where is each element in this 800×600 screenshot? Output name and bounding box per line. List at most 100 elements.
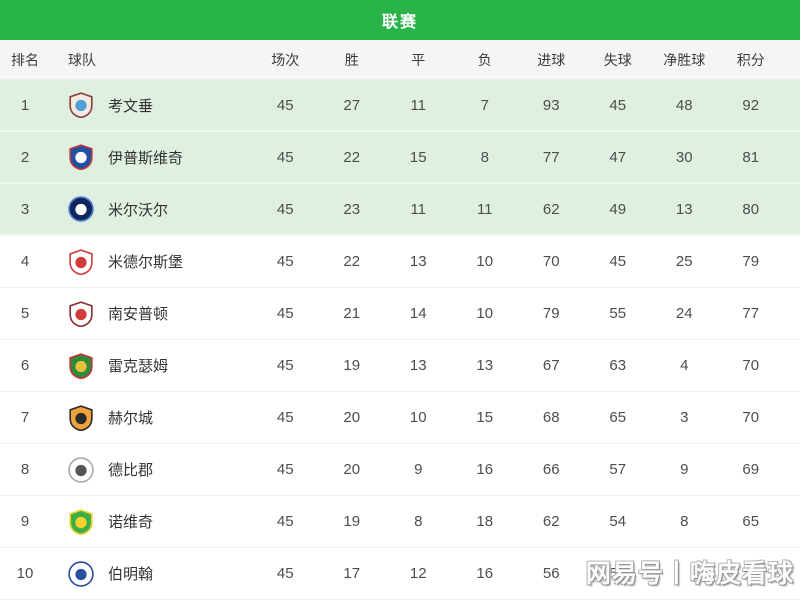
goals-for-cell: 70 [542,253,560,270]
team-cell[interactable]: 赫尔城 [50,404,252,431]
goals-against-cell: 47 [609,148,627,166]
wins-cell: 19 [343,357,361,374]
draws-cell: 13 [409,357,427,374]
table-row[interactable]: 10 伯明翰 45 17 12 16 56 55 [0,548,800,600]
goals-against-cell: 45 [609,253,627,270]
column-header-goal-diff: 净胜球 [663,51,706,68]
matches-cell: 45 [276,148,294,166]
goals-for-cell: 62 [542,513,560,530]
team-badge-icon [69,144,93,170]
goals-for-cell: 62 [542,200,560,218]
team-name: 考文垂 [108,97,154,115]
goals-for-cell: 79 [542,305,560,322]
draws-cell: 10 [409,409,427,426]
table-body: 1 考文垂 45 27 11 7 93 45 48 92 2 伊普斯维奇 45 [0,80,800,600]
draws-cell: 15 [409,148,427,166]
goal-diff-cell: 3 [680,409,689,426]
goal-diff-cell: 13 [675,200,693,218]
goal-diff-cell: 8 [680,513,689,530]
table-row[interactable]: 5 南安普顿 45 21 14 10 79 55 24 77 [0,288,800,340]
team-cell[interactable]: 南安普顿 [50,300,252,327]
team-name: 米尔沃尔 [108,201,169,219]
table-row[interactable]: 3 米尔沃尔 45 23 11 11 62 49 13 80 [0,184,800,236]
goal-diff-cell: 24 [675,305,693,322]
team-cell[interactable]: 考文垂 [50,92,252,118]
team-name: 南安普顿 [108,306,169,323]
team-cell[interactable]: 雷克瑟姆 [50,352,252,379]
table-row[interactable]: 6 雷克瑟姆 45 19 13 13 67 63 4 70 [0,340,800,392]
matches-cell: 45 [276,565,294,582]
column-header-wins: 胜 [344,51,359,68]
rank-cell: 2 [20,148,30,166]
wins-cell: 20 [343,409,361,426]
team-name: 德比郡 [108,462,154,479]
matches-cell: 45 [276,200,294,218]
goals-against-cell: 57 [609,461,627,478]
losses-cell: 10 [476,253,494,270]
rank-cell: 5 [20,305,30,322]
points-cell: 79 [742,253,760,270]
team-badge-icon [69,248,93,275]
goals-against-cell: 55 [609,305,627,322]
losses-cell: 7 [480,96,489,114]
team-cell[interactable]: 伊普斯维奇 [50,144,252,170]
table-row[interactable]: 4 米德尔斯堡 45 22 13 10 70 45 25 79 [0,236,800,288]
wins-cell: 23 [343,200,361,218]
wins-cell: 21 [343,305,361,322]
goals-for-cell: 77 [542,148,560,166]
table-row[interactable]: 1 考文垂 45 27 11 7 93 45 48 92 [0,80,800,132]
points-cell: 65 [742,513,760,530]
column-header-played: 场次 [271,51,300,68]
points-cell: 92 [742,96,760,114]
wins-cell: 22 [343,253,361,270]
rank-cell: 9 [20,513,30,530]
goals-for-cell: 67 [542,357,560,374]
draws-cell: 11 [410,96,427,114]
matches-cell: 45 [276,461,294,478]
goal-diff-cell: 9 [680,461,689,478]
team-cell[interactable]: 诺维奇 [50,508,252,535]
wins-cell: 27 [343,96,361,114]
column-header-draws: 平 [411,51,426,68]
goals-for-cell: 66 [542,461,560,478]
wins-cell: 17 [343,565,361,582]
team-cell[interactable]: 德比郡 [50,456,252,483]
team-name: 赫尔城 [108,410,154,427]
losses-cell: 8 [480,148,489,166]
team-cell[interactable]: 米德尔斯堡 [50,248,252,275]
goal-diff-cell: 4 [680,357,689,374]
team-name: 雷克瑟姆 [108,358,169,375]
team-badge-icon [69,92,93,118]
team-badge-icon [69,300,93,327]
rank-cell: 7 [20,409,30,426]
losses-cell: 16 [476,565,494,582]
table-row[interactable]: 8 德比郡 45 20 9 16 66 57 9 69 [0,444,800,496]
goal-diff-cell: 48 [675,96,693,114]
rank-cell: 1 [20,96,30,114]
team-badge-icon [69,508,93,535]
column-header-losses: 负 [477,51,492,68]
column-header-team: 球队 [68,51,96,68]
column-header-rank: 排名 [11,51,39,68]
team-cell[interactable]: 米尔沃尔 [50,196,252,222]
table-row[interactable]: 9 诺维奇 45 19 8 18 62 54 8 65 [0,496,800,548]
rank-cell: 6 [20,357,30,374]
table-row[interactable]: 7 赫尔城 45 20 10 15 68 65 3 70 [0,392,800,444]
points-cell: 81 [742,148,760,166]
wins-cell: 19 [343,513,361,530]
team-cell[interactable]: 伯明翰 [50,560,252,587]
goals-against-cell: 54 [609,513,627,530]
team-name: 米德尔斯堡 [108,254,184,271]
table-row[interactable]: 2 伊普斯维奇 45 22 15 8 77 47 30 81 [0,132,800,184]
matches-cell: 45 [276,305,294,322]
draws-cell: 14 [409,305,427,322]
draws-cell: 11 [410,200,427,218]
rank-cell: 8 [20,461,30,478]
column-header-points: 积分 [736,51,765,68]
matches-cell: 45 [276,96,294,114]
column-header-goals-against: 失球 [603,51,632,68]
losses-cell: 11 [476,200,493,218]
losses-cell: 10 [476,305,494,322]
wins-cell: 20 [343,461,361,478]
